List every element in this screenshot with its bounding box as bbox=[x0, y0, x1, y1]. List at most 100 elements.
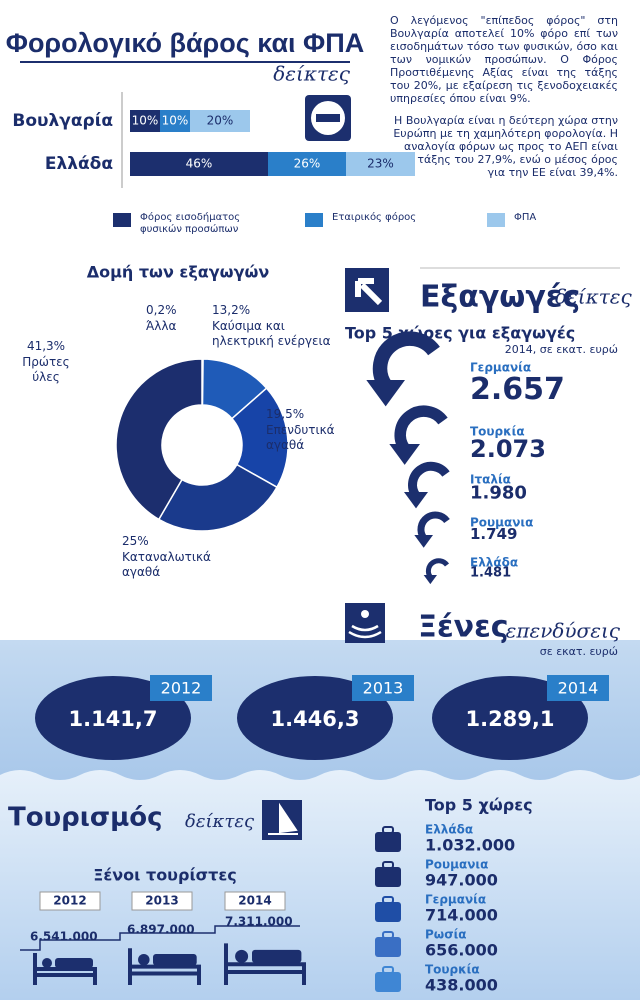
arrow-icon bbox=[372, 331, 440, 391]
arrow-icon bbox=[389, 444, 420, 465]
legend-label: ΦΠΑ bbox=[514, 212, 537, 223]
suitcase-icon bbox=[375, 832, 401, 852]
suitcase-icon bbox=[375, 937, 401, 957]
icon bbox=[348, 624, 382, 639]
year-label: 2014 bbox=[238, 894, 271, 908]
category-label-box: Επενδυτικά αγαθά bbox=[266, 423, 335, 452]
bed-icon bbox=[55, 958, 93, 968]
bar-segment bbox=[160, 110, 190, 132]
value-label-box: 25% bbox=[122, 535, 149, 548]
year-box bbox=[150, 675, 212, 701]
tourists-value: 7.311.000 bbox=[225, 915, 293, 929]
country-name: Ρουμανια bbox=[425, 858, 488, 872]
year-box bbox=[352, 675, 414, 701]
country-value: 714.000 bbox=[425, 906, 498, 925]
icon bbox=[268, 802, 298, 835]
value-label: 10% bbox=[162, 114, 189, 128]
subtitle: δείκτες bbox=[185, 811, 255, 832]
country-name: Ελλάδα bbox=[470, 556, 518, 570]
tourists-value: 6.541.000 bbox=[30, 930, 98, 944]
category-label-box: Πρώτες ύλες bbox=[22, 355, 70, 384]
year-label: 2012 bbox=[161, 679, 202, 698]
title: Φορολογικό βάρος και ΦΠΑ bbox=[6, 28, 364, 58]
suitcase-icon bbox=[375, 902, 401, 922]
paragraph: Ο λεγόμενος "επίπεδος φόρος" στη Βουλγαρ… bbox=[390, 14, 618, 105]
value-label: 20% bbox=[207, 114, 234, 128]
value-label: 46% bbox=[186, 157, 213, 171]
arrow-icon bbox=[404, 492, 428, 509]
category-label-box: Καύσιμα και ηλεκτρική ενέργεια bbox=[212, 319, 331, 348]
bar-segment bbox=[268, 152, 346, 176]
bed-icon bbox=[42, 958, 52, 968]
tourists-value: 6.897.000 bbox=[127, 923, 195, 937]
value-label-box: 13,2% bbox=[212, 304, 251, 317]
country-value: 1.749 bbox=[470, 525, 517, 543]
category-label: Πρώτες ύλες bbox=[22, 355, 70, 384]
suitcase-icon bbox=[382, 896, 394, 904]
country-name: Ελλάδα bbox=[425, 823, 473, 837]
bed-icon bbox=[224, 943, 306, 985]
bar-segment bbox=[190, 110, 250, 132]
heading: Top 5 χώρες bbox=[425, 796, 533, 815]
donut-slice bbox=[157, 463, 278, 532]
title: Εξαγωγές bbox=[420, 280, 580, 315]
note: σε εκατ. ευρώ bbox=[540, 645, 618, 658]
bed-icon bbox=[128, 948, 201, 985]
suitcase-icon bbox=[375, 972, 401, 992]
subtitle: δείκτες bbox=[555, 285, 633, 309]
arrow-icon bbox=[394, 405, 448, 452]
value-label: 25% bbox=[122, 535, 149, 548]
bed-icon bbox=[153, 953, 197, 966]
legend-label-box: Φόρος εισοδήματος φυσικών προσώπων bbox=[140, 212, 241, 235]
icon bbox=[316, 114, 340, 122]
country-name: Ιταλία bbox=[470, 473, 511, 487]
wave-bg bbox=[0, 770, 640, 1000]
value-label: 41,3% bbox=[26, 340, 66, 353]
arrow-icon bbox=[414, 535, 433, 548]
year-box bbox=[224, 891, 286, 911]
legend-swatch bbox=[487, 213, 505, 227]
year-box bbox=[131, 891, 193, 911]
country-value: 1.032.000 bbox=[425, 836, 515, 855]
note: 2014, σε εκατ. ευρώ bbox=[505, 343, 618, 356]
year-box bbox=[39, 891, 101, 911]
country-name: Τουρκία bbox=[425, 963, 480, 977]
year-label: 2014 bbox=[558, 679, 599, 698]
arrow-icon bbox=[423, 575, 437, 585]
country-name: Ρωσία bbox=[425, 928, 467, 942]
bar-segment bbox=[130, 152, 268, 176]
category-label: Καύσιμα και ηλεκτρική ενέργεια bbox=[212, 319, 331, 348]
category-label: Επενδυτικά αγαθά bbox=[266, 423, 335, 452]
chart-title: Δομή των εξαγωγών bbox=[87, 263, 270, 282]
country-value: 656.000 bbox=[425, 941, 498, 960]
year-label: 2012 bbox=[53, 894, 86, 908]
legend-swatch bbox=[305, 213, 323, 227]
country-value: 2.073 bbox=[470, 435, 546, 463]
value-label-box: 0,2% bbox=[146, 304, 177, 317]
paragraph-box: Η Βουλγαρία είναι η δεύτερη χώρα στην Ευ… bbox=[393, 114, 618, 179]
bed-icon bbox=[33, 953, 97, 985]
title: Τουρισμός bbox=[8, 803, 163, 833]
heading: Ξένοι τουρίστες bbox=[93, 866, 236, 885]
bar-segment bbox=[130, 110, 160, 132]
suitcase-icon bbox=[382, 966, 394, 974]
value-label: 26% bbox=[294, 157, 321, 171]
legend-label: Φόρος εισοδήματος φυσικών προσώπων bbox=[140, 212, 241, 235]
donut-slice bbox=[115, 358, 203, 521]
suitcase-icon bbox=[382, 826, 394, 834]
country-value: 438.000 bbox=[425, 976, 498, 995]
title: Ξένες bbox=[418, 610, 509, 645]
icon bbox=[355, 278, 383, 306]
country-value: 1.481 bbox=[470, 565, 511, 580]
legend-label: Εταιρικός φόρος bbox=[332, 212, 417, 223]
value-label: 0,2% bbox=[146, 304, 177, 317]
country-name: Τουρκία bbox=[470, 425, 525, 439]
category-label-box: Καταναλωτικά αγαθά bbox=[122, 550, 211, 579]
year-label: 2013 bbox=[145, 894, 178, 908]
bed-icon bbox=[252, 949, 302, 963]
investment-value: 1.141,7 bbox=[68, 707, 157, 731]
arrow-icon bbox=[425, 558, 450, 579]
category-label: Βουλγαρία bbox=[12, 111, 113, 131]
value-label: 13,2% bbox=[212, 304, 251, 317]
